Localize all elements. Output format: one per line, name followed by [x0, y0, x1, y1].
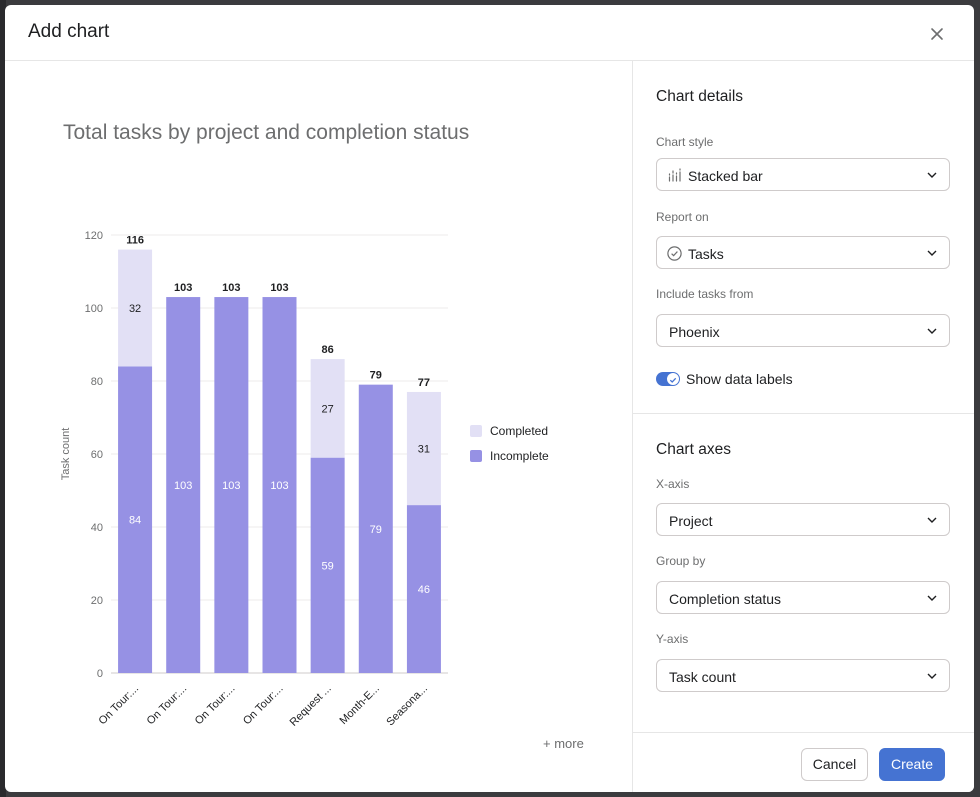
- chart-title: Total tasks by project and completion st…: [63, 121, 470, 144]
- group-by-select[interactable]: Completion status: [656, 581, 950, 614]
- section-divider: [633, 413, 974, 414]
- data-label-total: 103: [270, 282, 288, 294]
- bar-incomplete: [358, 384, 393, 673]
- y-tick-label: 100: [85, 303, 103, 315]
- dialog-title: Add chart: [28, 21, 110, 42]
- group-by-label: Group by: [656, 554, 706, 568]
- x-tick-label: Seasona...: [384, 683, 430, 729]
- stacked-bar-icon: [668, 168, 681, 182]
- data-label-total: 86: [322, 344, 334, 356]
- bar-incomplete: [262, 297, 297, 673]
- backdrop: [0, 0, 6, 797]
- create-button[interactable]: Create: [879, 748, 945, 781]
- data-label-total: 77: [418, 377, 430, 389]
- include-tasks-select[interactable]: Phoenix: [656, 314, 950, 347]
- y-tick-label: 80: [91, 376, 103, 388]
- data-label-total: 103: [222, 282, 240, 294]
- show-data-labels-label: Show data labels: [686, 371, 793, 387]
- y-axis-select[interactable]: Task count: [656, 659, 950, 692]
- bar-incomplete: [310, 457, 345, 673]
- data-label-incomplete: 103: [174, 480, 192, 492]
- y-tick-label: 40: [91, 522, 103, 534]
- legend-swatch-completed: [470, 425, 482, 437]
- bar-completed: [310, 359, 345, 458]
- x-tick-label: On Tour:...: [97, 683, 142, 728]
- legend-label-incomplete: Incomplete: [490, 449, 549, 463]
- data-label-total: 116: [126, 235, 144, 247]
- x-tick-label: Request ...: [288, 683, 334, 729]
- toggle-knob: [667, 373, 679, 385]
- add-chart-dialog: Add chart Total tasks by project and com…: [5, 5, 974, 792]
- chevron-down-icon: [927, 595, 937, 601]
- chart-style-select[interactable]: Stacked bar: [656, 158, 950, 191]
- data-label-completed: 31: [418, 444, 430, 456]
- y-tick-label: 20: [91, 595, 103, 607]
- y-tick-label: 120: [85, 230, 103, 242]
- data-label-incomplete: 84: [129, 515, 141, 527]
- close-button[interactable]: [923, 20, 951, 48]
- data-label-completed: 27: [322, 403, 334, 415]
- data-label-incomplete: 46: [418, 584, 430, 596]
- more-link[interactable]: + more: [543, 736, 584, 751]
- y-axis-title: Task count: [60, 428, 72, 481]
- y-axis-value: Task count: [669, 669, 736, 685]
- data-label-total: 79: [370, 370, 382, 382]
- close-icon: [931, 28, 943, 40]
- y-tick-label: 60: [91, 449, 103, 461]
- report-on-value: Tasks: [688, 246, 724, 262]
- report-on-select[interactable]: Tasks: [656, 236, 950, 269]
- bar-completed: [406, 391, 441, 506]
- chart-settings-panel: Chart details Chart style Stacked bar Re…: [632, 61, 974, 792]
- chevron-down-icon: [927, 250, 937, 256]
- data-label-incomplete: 103: [222, 480, 240, 492]
- bar-incomplete: [214, 297, 249, 673]
- legend-label-completed: Completed: [490, 424, 548, 438]
- data-label-incomplete: 103: [270, 480, 288, 492]
- x-tick-label: On Tour:...: [241, 683, 286, 728]
- stacked-bar-chart: 0 20 40 60 80 100 120 Task count 84 32 116 On Tour:…: [60, 230, 549, 729]
- dialog-footer: Cancel Create: [633, 732, 974, 792]
- x-tick-label: On Tour:...: [193, 683, 238, 728]
- x-axis-value: Project: [669, 513, 713, 529]
- data-label-completed: 32: [129, 303, 141, 315]
- y-tick-label: 0: [97, 668, 103, 680]
- bar-completed: [118, 249, 153, 367]
- bar-incomplete: [166, 297, 201, 673]
- chart-style-label: Chart style: [656, 135, 714, 149]
- data-label-incomplete: 79: [370, 524, 382, 536]
- check-icon: [669, 377, 677, 383]
- dialog-header: Add chart: [5, 5, 974, 61]
- data-label-total: 103: [174, 282, 192, 294]
- chart-style-value: Stacked bar: [688, 168, 763, 184]
- y-axis-label: Y-axis: [656, 632, 689, 646]
- include-tasks-value: Phoenix: [669, 324, 720, 340]
- cancel-button[interactable]: Cancel: [801, 748, 868, 781]
- x-tick-label: Month-E...: [338, 683, 382, 727]
- group-by-value: Completion status: [669, 591, 782, 607]
- chevron-down-icon: [927, 172, 937, 178]
- x-axis-select[interactable]: Project: [656, 503, 950, 536]
- x-tick-label: On Tour:...: [145, 683, 190, 728]
- data-label-incomplete: 59: [322, 560, 334, 572]
- chart-details-heading: Chart details: [656, 88, 744, 105]
- chart-axes-heading: Chart axes: [656, 441, 731, 458]
- chevron-down-icon: [927, 517, 937, 523]
- chevron-down-icon: [927, 328, 937, 334]
- x-axis-label: X-axis: [656, 477, 690, 491]
- bar-incomplete: [406, 505, 441, 673]
- bar-incomplete: [118, 366, 153, 673]
- report-on-label: Report on: [656, 210, 709, 224]
- include-tasks-label: Include tasks from: [656, 287, 754, 301]
- chart-preview: Total tasks by project and completion st…: [5, 61, 632, 792]
- check-circle-icon: [667, 246, 682, 261]
- show-data-labels-toggle[interactable]: [656, 372, 680, 386]
- chevron-down-icon: [927, 673, 937, 679]
- legend-swatch-incomplete: [470, 450, 482, 462]
